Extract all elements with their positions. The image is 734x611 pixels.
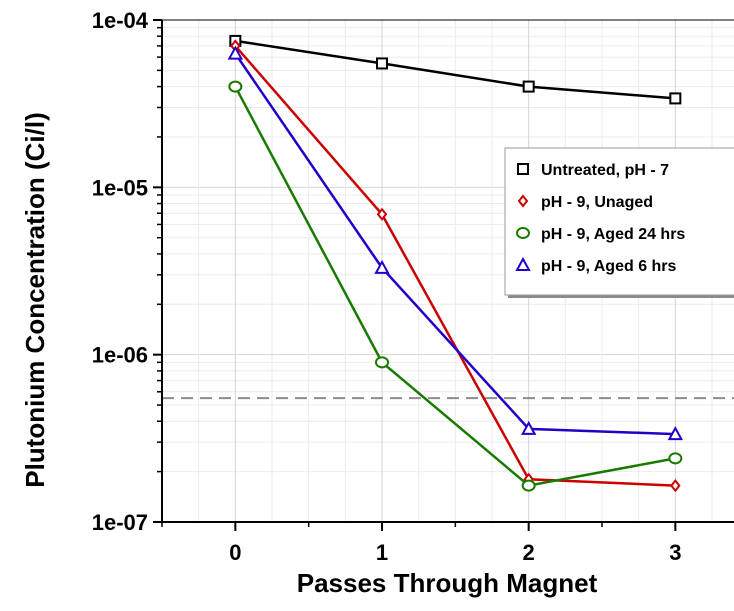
x-tick-label: 0 (229, 540, 241, 565)
legend-entry: pH - 9, Aged 24 hrs (516, 226, 685, 243)
series-3 (227, 45, 684, 441)
y-axis-title: Plutonium Concentration (Ci/l) (20, 112, 50, 488)
legend-marker (515, 256, 531, 271)
y-tick-label: 1e-06 (92, 343, 148, 368)
data-point (374, 259, 390, 274)
y-tick-label: 1e-05 (92, 175, 148, 200)
data-point (375, 356, 389, 369)
legend-entry: pH - 9, Unaged (517, 194, 653, 211)
series-line (234, 52, 676, 436)
legend-box (504, 147, 734, 296)
series-line (235, 39, 676, 100)
legend-label: pH - 9, Unaged (541, 194, 653, 211)
legend: Untreated, pH - 7 pH - 9, Unaged pH - 9, A… (504, 147, 734, 298)
y-tick-label: 1e-07 (92, 510, 148, 535)
data-point (376, 57, 388, 70)
legend-entry: Untreated, pH - 7 (517, 162, 669, 179)
series-2 (228, 80, 683, 492)
x-axis-title: Passes Through Magnet (297, 568, 598, 598)
x-tick-label: 1 (376, 540, 388, 565)
legend-marker (517, 194, 529, 208)
y-tick-label: 1e-04 (92, 8, 149, 33)
legend-label: pH - 9, Aged 24 hrs (541, 226, 685, 243)
legend-entry: pH - 9, Aged 6 hrs (515, 256, 677, 275)
data-point (522, 80, 535, 93)
data-point (521, 479, 536, 492)
data-point (520, 420, 537, 435)
data-point (376, 207, 388, 221)
tick-labels: 1e-07 1e-06 1e-05 1e-04 0 1 2 3 (92, 8, 682, 565)
data-point (667, 426, 684, 441)
series-layer (227, 34, 684, 493)
legend-marker (516, 227, 530, 239)
legend-label: pH - 9, Aged 6 hrs (541, 258, 677, 275)
legend-marker (517, 163, 529, 175)
series-line (234, 86, 676, 487)
data-point (228, 80, 243, 93)
data-point (668, 452, 683, 465)
x-tick-label: 2 (523, 540, 535, 565)
data-point (227, 45, 244, 60)
data-point (670, 479, 681, 493)
legend-label: Untreated, pH - 7 (541, 162, 669, 179)
axes (153, 19, 734, 531)
x-tick-label: 3 (669, 540, 681, 565)
data-point (669, 92, 682, 105)
